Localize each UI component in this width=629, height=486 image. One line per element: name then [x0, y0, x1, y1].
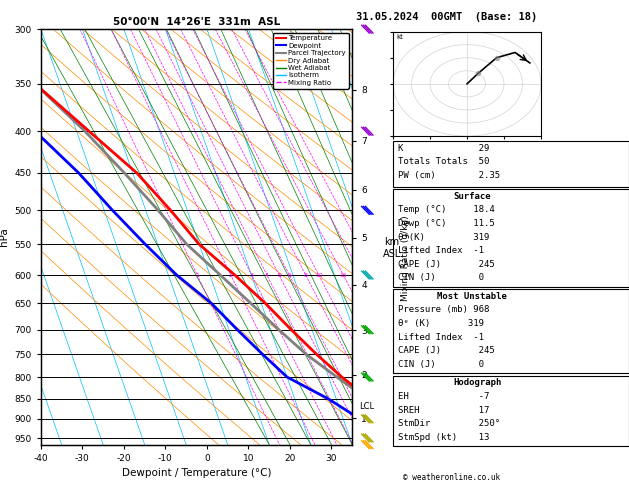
Text: SREH           17: SREH 17: [398, 406, 489, 415]
Text: StmSpd (kt)    13: StmSpd (kt) 13: [398, 433, 489, 442]
Text: kt: kt: [397, 34, 404, 40]
Text: LCL: LCL: [359, 402, 374, 411]
Text: Totals Totals  50: Totals Totals 50: [398, 157, 489, 166]
Text: Mixing Ratio (g/kg): Mixing Ratio (g/kg): [401, 215, 410, 300]
Text: PW (cm)        2.35: PW (cm) 2.35: [398, 171, 499, 180]
Title: 50°00'N  14°26'E  331m  ASL: 50°00'N 14°26'E 331m ASL: [113, 17, 280, 27]
Y-axis label: hPa: hPa: [0, 227, 9, 246]
Text: EH             -7: EH -7: [398, 392, 489, 401]
Text: 31.05.2024  00GMT  (Base: 18): 31.05.2024 00GMT (Base: 18): [356, 12, 537, 22]
Text: 5: 5: [277, 273, 281, 278]
Text: Pressure (mb) 968: Pressure (mb) 968: [398, 306, 489, 314]
Text: 2: 2: [229, 273, 233, 278]
Text: 6: 6: [287, 273, 291, 278]
Text: CAPE (J)       245: CAPE (J) 245: [398, 347, 494, 355]
Text: CIN (J)        0: CIN (J) 0: [398, 274, 484, 282]
Text: Hodograph: Hodograph: [453, 379, 501, 387]
Text: 10: 10: [315, 273, 323, 278]
Text: 15: 15: [340, 273, 347, 278]
Text: Lifted Index  -1: Lifted Index -1: [398, 246, 484, 255]
Text: StmDir         250°: StmDir 250°: [398, 419, 499, 428]
Text: Lifted Index  -1: Lifted Index -1: [398, 333, 484, 342]
Text: Dewp (°C)     11.5: Dewp (°C) 11.5: [398, 219, 494, 228]
Text: 3: 3: [250, 273, 253, 278]
X-axis label: Dewpoint / Temperature (°C): Dewpoint / Temperature (°C): [122, 469, 271, 478]
Text: © weatheronline.co.uk: © weatheronline.co.uk: [403, 473, 499, 482]
Text: θᵉ(K)         319: θᵉ(K) 319: [398, 233, 489, 242]
Text: Temp (°C)     18.4: Temp (°C) 18.4: [398, 206, 494, 214]
Text: θᵉ (K)       319: θᵉ (K) 319: [398, 319, 484, 328]
Text: CAPE (J)       245: CAPE (J) 245: [398, 260, 494, 269]
Text: Surface: Surface: [453, 192, 491, 201]
Text: CIN (J)        0: CIN (J) 0: [398, 360, 484, 369]
Text: 1: 1: [195, 273, 199, 278]
Text: 8: 8: [304, 273, 308, 278]
Y-axis label: km
ASL: km ASL: [383, 237, 401, 259]
Legend: Temperature, Dewpoint, Parcel Trajectory, Dry Adiabat, Wet Adiabat, Isotherm, Mi: Temperature, Dewpoint, Parcel Trajectory…: [273, 33, 348, 88]
Text: 4: 4: [265, 273, 269, 278]
Text: K              29: K 29: [398, 144, 489, 153]
Text: Most Unstable: Most Unstable: [437, 292, 507, 301]
